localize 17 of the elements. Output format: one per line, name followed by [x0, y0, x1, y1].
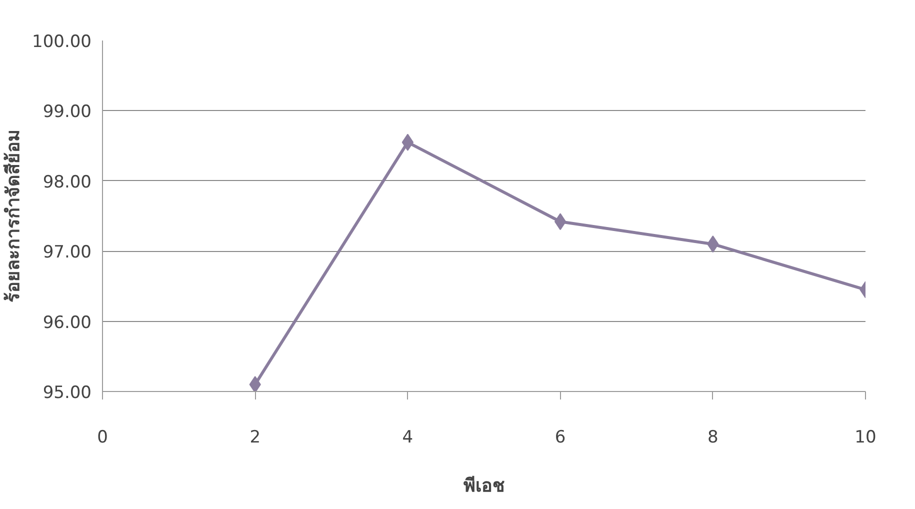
- x-tick-label: 10: [854, 428, 876, 448]
- x-tick-label: 0: [97, 428, 108, 448]
- x-tick-label: 2: [250, 428, 261, 448]
- y-tick-label: 98.00: [42, 172, 92, 192]
- y-tick-label: 97.00: [42, 242, 92, 263]
- y-tick-label: 95.00: [42, 383, 92, 403]
- y-tick-label: 96.00: [42, 312, 92, 333]
- x-axis-title: พีเอช: [464, 476, 504, 496]
- y-tick-label: 99.00: [42, 102, 92, 122]
- x-tick-label: 8: [707, 428, 718, 448]
- y-tick-label: 100.00: [32, 32, 92, 52]
- point: [554, 213, 566, 230]
- point: [402, 134, 414, 151]
- y-axis-title: ร้อยละการกำจัดสีย้อม: [3, 130, 24, 302]
- x-tick-label: 6: [554, 428, 566, 448]
- point: [249, 376, 261, 392]
- x-tick-label: 4: [402, 428, 414, 448]
